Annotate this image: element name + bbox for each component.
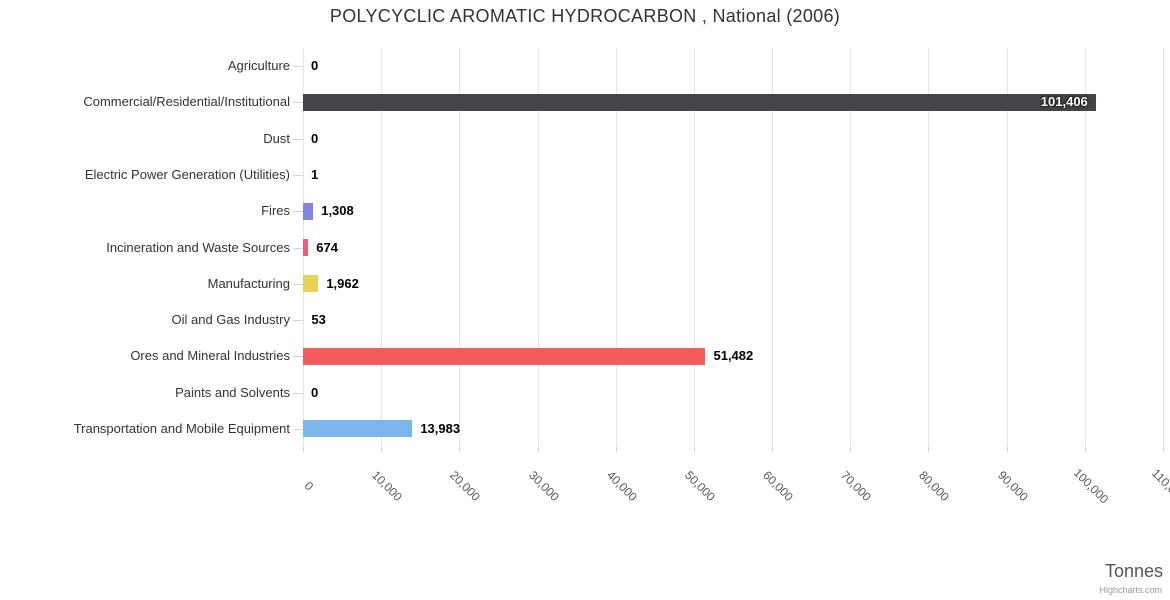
category-label: Oil and Gas Industry [171, 312, 291, 328]
bar[interactable] [303, 93, 1096, 111]
y-axis-tick [293, 283, 303, 285]
bar-value-label: 53 [311, 312, 326, 328]
category-label: Commercial/Residential/Institutional [83, 94, 290, 110]
x-axis-tick [303, 447, 304, 452]
bar[interactable] [303, 239, 308, 256]
x-axis-tick [381, 447, 383, 452]
bar-value-label: 0 [311, 384, 319, 400]
y-axis-tick [293, 356, 303, 358]
bar-value-label: 1 [311, 166, 319, 182]
grid-line [772, 48, 774, 447]
y-axis-tick [293, 66, 303, 68]
x-axis-tick [1163, 447, 1164, 452]
x-axis-tick [1084, 447, 1086, 452]
chart-title: POLYCYCLIC AROMATIC HYDROCARBON , Nation… [329, 6, 841, 26]
bar[interactable] [303, 275, 318, 293]
category-label: Manufacturing [207, 275, 290, 291]
category-label: Agriculture [227, 58, 290, 74]
category-label: Dust [263, 130, 290, 146]
bar-value-label: 13,983 [420, 420, 461, 436]
x-axis-tick-label: 10,000 [369, 468, 406, 504]
x-axis-tick-label: 90,000 [994, 468, 1031, 504]
x-axis-tick-label: 60,000 [760, 468, 797, 504]
grid-line [928, 48, 930, 447]
grid-line [1084, 48, 1086, 447]
y-axis-tick [293, 211, 303, 213]
y-axis-tick [293, 247, 303, 249]
category-label: Electric Power Generation (Utilities) [84, 166, 290, 182]
category-label: Incineration and Waste Sources [106, 239, 290, 255]
y-axis-tick [293, 428, 303, 430]
bar[interactable] [303, 420, 412, 438]
category-label: Fires [261, 203, 290, 219]
grid-line [1006, 48, 1008, 447]
bar-value-label: 1,962 [326, 275, 359, 291]
x-axis-tick-label: 70,000 [838, 468, 875, 504]
y-axis-tick [293, 102, 303, 104]
x-axis-tick [1006, 447, 1008, 452]
x-axis-tick [693, 447, 695, 452]
grid-line [850, 48, 852, 447]
bar[interactable] [303, 202, 313, 220]
grid-line [537, 48, 539, 447]
y-axis-tick [293, 138, 303, 140]
grid-line [381, 48, 383, 447]
category-label: Transportation and Mobile Equipment [73, 420, 290, 436]
x-axis-tick-label: 0 [301, 478, 317, 494]
x-axis-tick-label: 30,000 [525, 468, 562, 504]
x-axis-tick-label: 100,000 [1070, 465, 1112, 507]
x-axis-title: Tonnes [1104, 561, 1163, 581]
x-axis-tick [537, 447, 539, 452]
bar-value-label: 674 [316, 239, 338, 255]
x-axis-tick [772, 447, 774, 452]
x-axis-tick-label: 20,000 [447, 468, 484, 504]
highcharts-credit[interactable]: Highcharts.com [1099, 585, 1162, 595]
x-axis-tick-label: 80,000 [916, 468, 953, 504]
bar-value-label: 0 [311, 58, 319, 74]
bar-value-label: 0 [311, 130, 319, 146]
bar-value-label: 51,482 [713, 348, 754, 364]
grid-line [1163, 48, 1164, 447]
grid-line [693, 48, 695, 447]
y-axis-tick [293, 320, 303, 322]
x-axis-tick [850, 447, 852, 452]
y-axis-tick [293, 392, 303, 394]
category-label: Ores and Mineral Industries [130, 348, 290, 364]
x-axis-tick-label: 40,000 [603, 468, 640, 504]
bar-value-label: 1,308 [321, 203, 354, 219]
x-axis-tick [928, 447, 930, 452]
y-axis-tick [293, 174, 303, 176]
x-axis-tick-label: 50,000 [681, 468, 718, 504]
x-axis-tick [459, 447, 461, 452]
grid-line [615, 48, 617, 447]
bar[interactable] [303, 347, 705, 365]
bar-value-label: 101,406 [1040, 94, 1088, 110]
grid-line [459, 48, 461, 447]
category-label: Paints and Solvents [175, 384, 290, 400]
x-axis-tick [615, 447, 617, 452]
x-axis-tick-label: 110,000 [1149, 466, 1170, 506]
